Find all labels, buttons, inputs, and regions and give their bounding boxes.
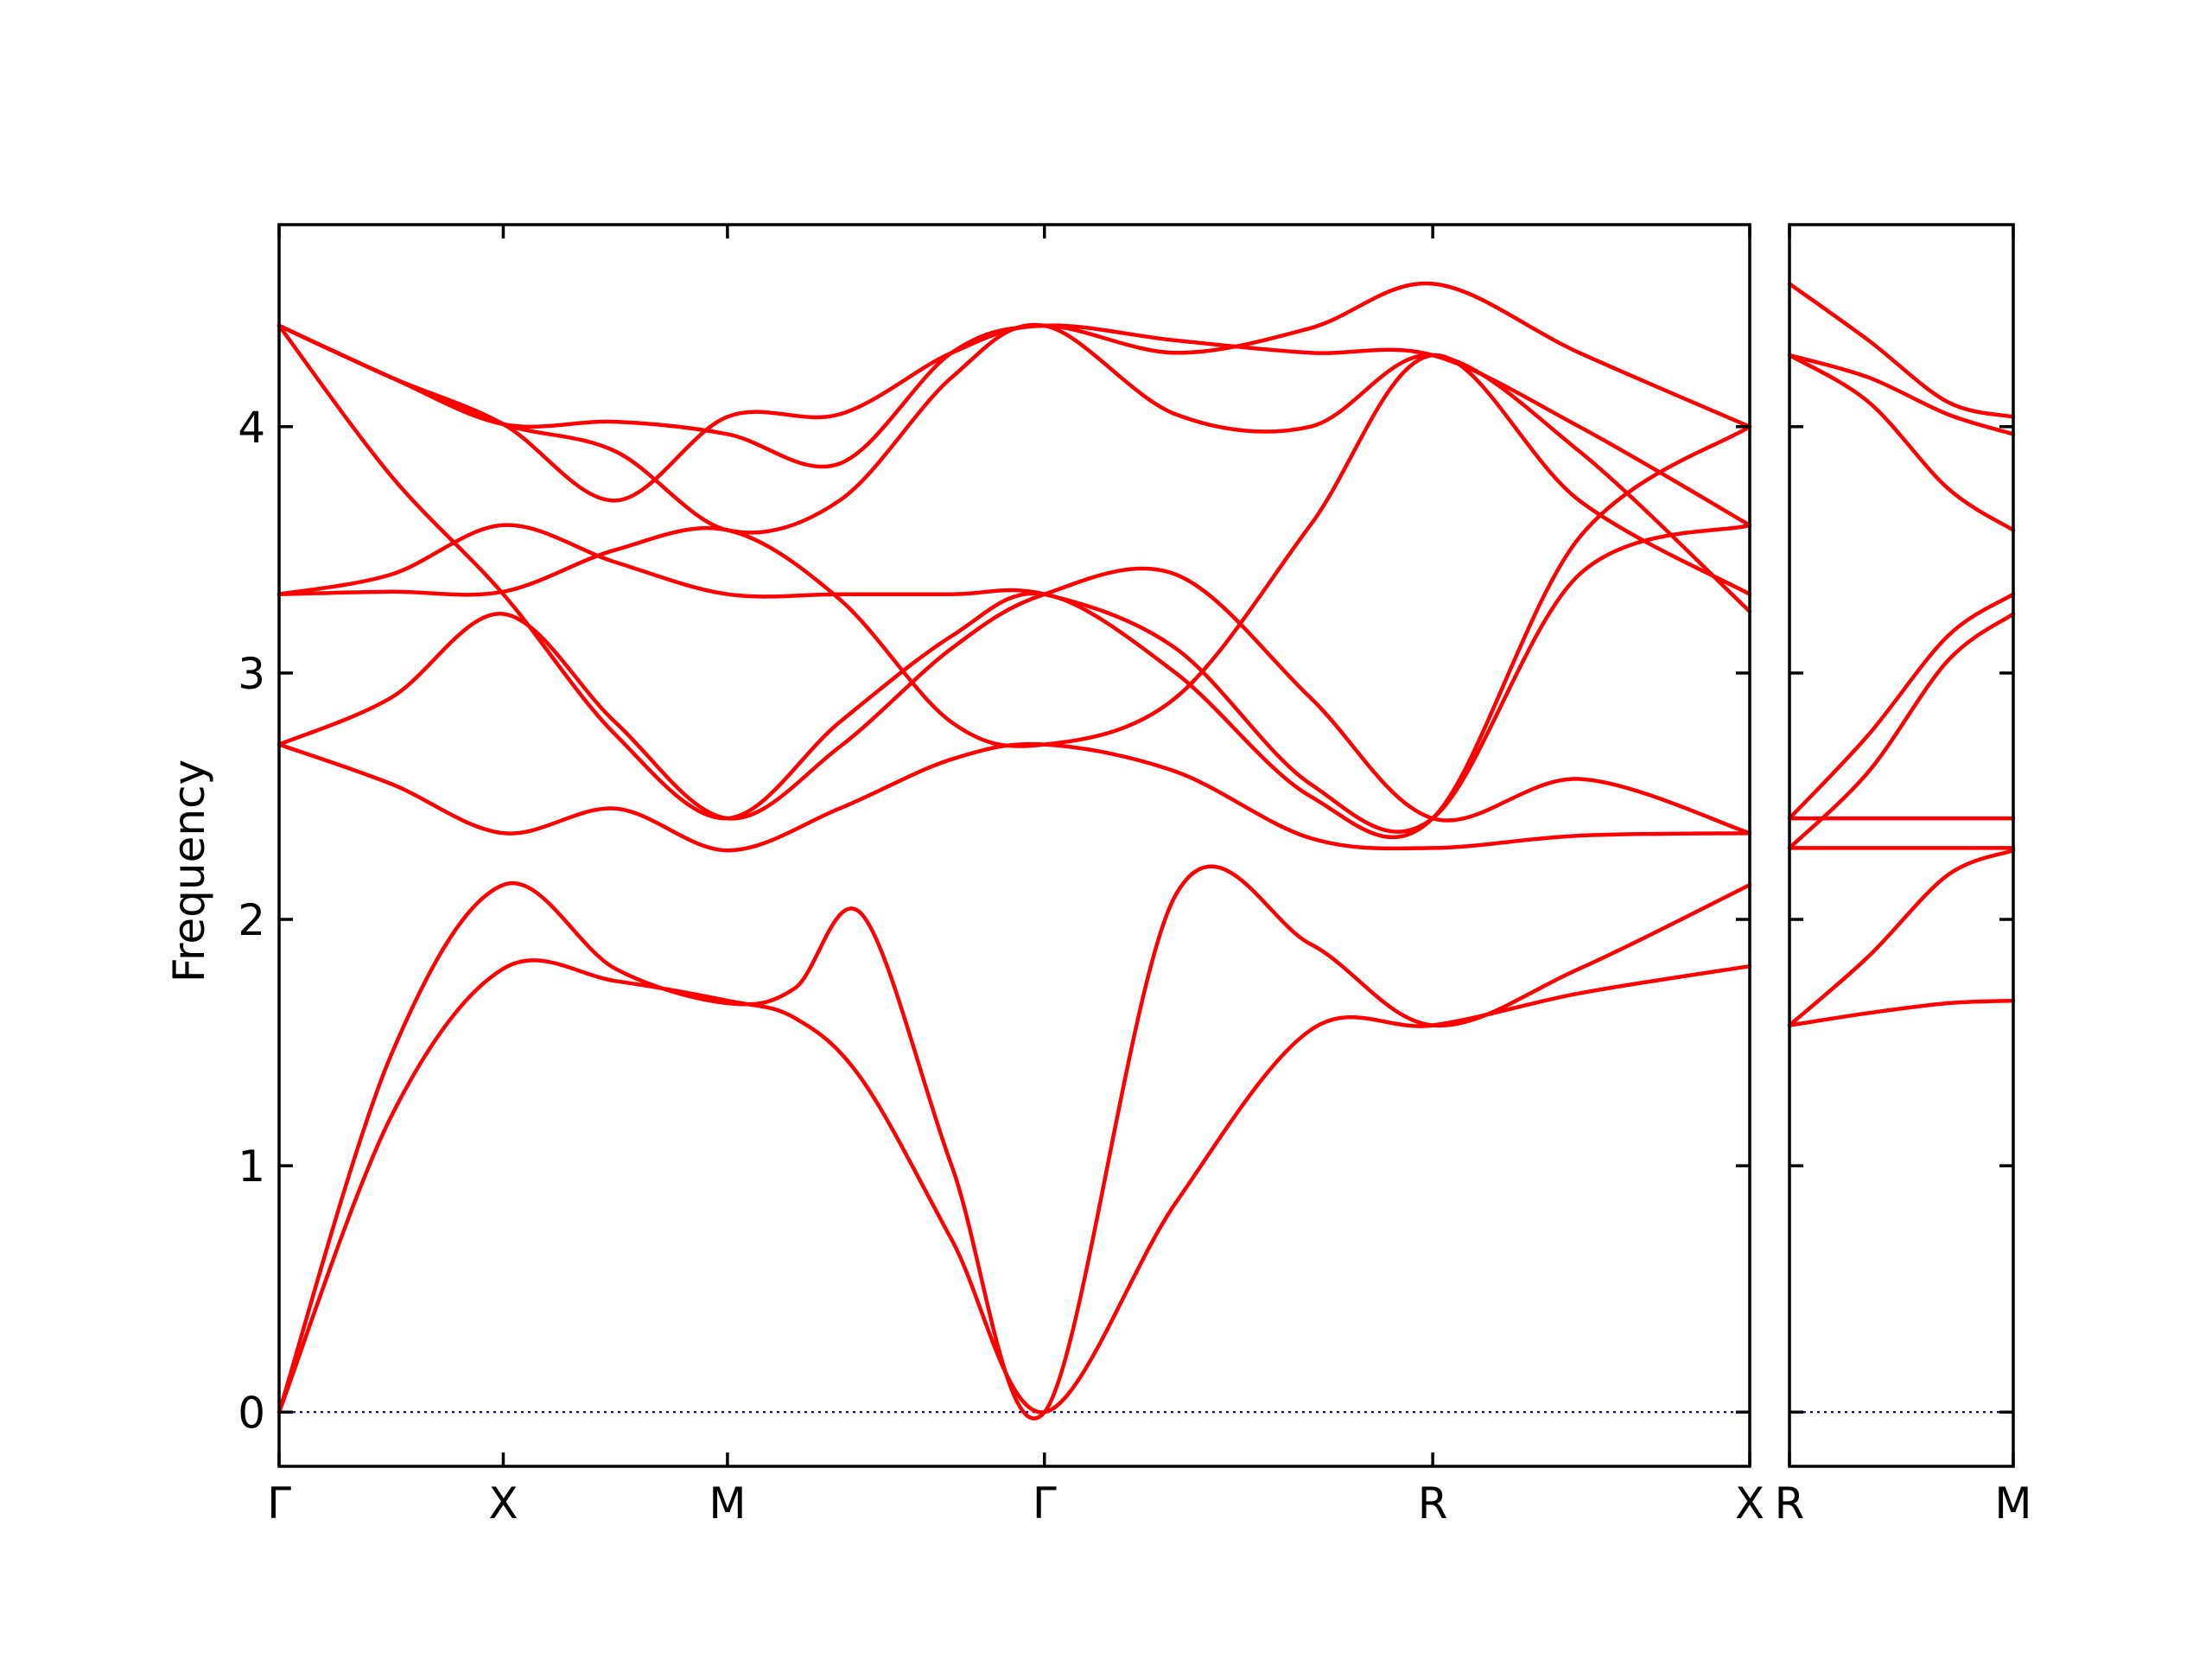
x-tick-label: Γ (267, 1478, 291, 1529)
band-main-9 (276, 323, 1752, 528)
plot-frame (277, 223, 1751, 1468)
x-tick-label: Γ (1033, 1478, 1057, 1529)
band-main-6 (276, 523, 1752, 834)
y-tick-labels: 0 1 2 3 4 (238, 403, 265, 1438)
band-main-1 (276, 958, 1752, 1414)
band-main-3 (276, 741, 1752, 853)
band-side-9 (1787, 282, 2016, 419)
y-tick-label: 1 (238, 1141, 265, 1192)
band-side-1 (1787, 998, 2016, 1027)
band-side-8 (1787, 353, 2016, 436)
x-tick-label: M (1994, 1478, 2031, 1529)
y-tick-label: 3 (238, 649, 265, 699)
x-tick-label: R (1418, 1478, 1448, 1529)
band-side-5 (1787, 612, 2016, 850)
y-tick-label: 2 (238, 895, 265, 945)
band-main-2 (276, 864, 1752, 1421)
band-side-6 (1787, 592, 2016, 821)
y-tick-label: 4 (238, 403, 265, 453)
band-side-2 (1787, 848, 2016, 1027)
band-main-8 (276, 322, 1752, 613)
x-tick-label: X (488, 1478, 518, 1529)
x-tick-label: X (1735, 1478, 1764, 1529)
x-tick-label: M (709, 1478, 746, 1529)
y-axis-label: Frequency (164, 760, 214, 982)
band-main-7 (276, 323, 1752, 839)
band-main-4 (276, 566, 1752, 836)
band-main-5 (276, 353, 1752, 748)
y-tick-label: 0 (238, 1388, 265, 1438)
x-tick-label: R (1775, 1478, 1805, 1529)
band-side-7 (1787, 353, 2016, 532)
band-main-10 (276, 281, 1752, 503)
plot-frame (1788, 223, 2015, 1468)
